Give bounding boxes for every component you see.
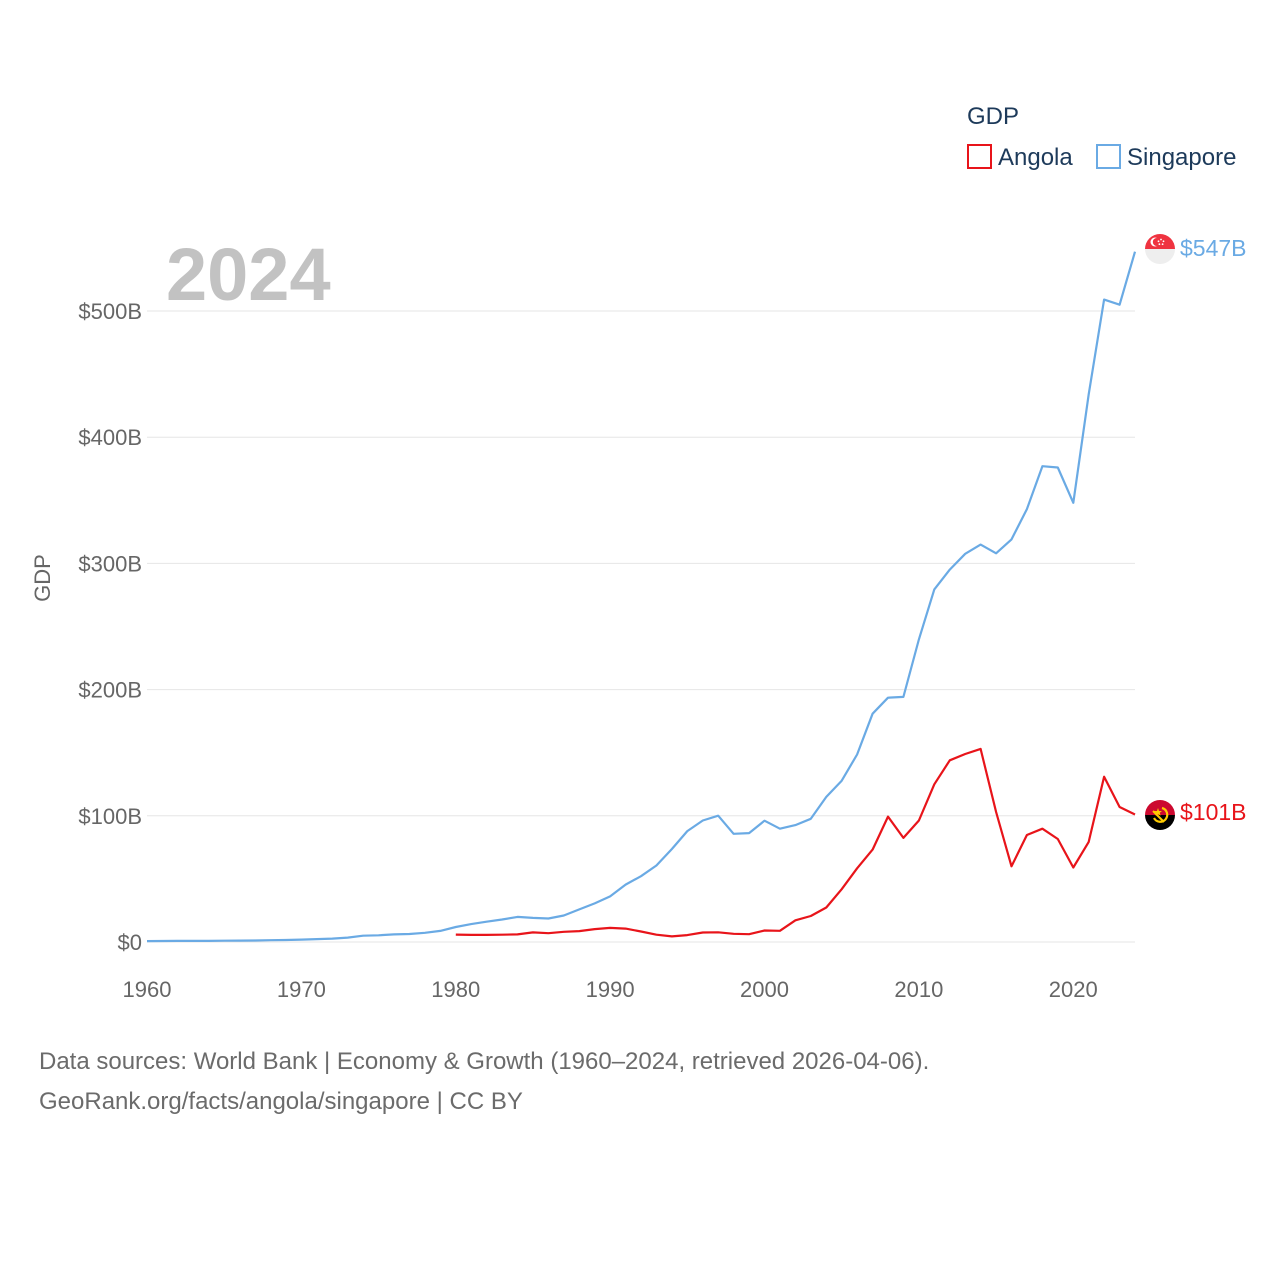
gridlines (147, 310, 1135, 943)
legend-swatch-angola (967, 144, 992, 169)
x-tick-label: 1960 (123, 977, 172, 1002)
series-line-singapore[interactable] (146, 251, 1137, 943)
legend-item-angola[interactable]: Angola (967, 144, 1073, 171)
legend-item-singapore[interactable]: Singapore (1096, 144, 1236, 171)
x-tick-label: 2000 (740, 977, 789, 1002)
series-lines (146, 251, 1137, 943)
y-tick-label: $400B (78, 425, 142, 450)
y-tick-label: $100B (78, 804, 142, 829)
source-note: Data sources: World Bank | Economy & Gro… (39, 1042, 929, 1122)
y-tick-label: $500B (78, 299, 142, 324)
x-tick-label: 1970 (277, 977, 326, 1002)
end-value-label-singapore: $547B (1180, 235, 1247, 261)
year-watermark: 2024 (166, 233, 331, 316)
y-axis-title: GDP (30, 554, 55, 602)
y-tick-label: $300B (78, 551, 142, 576)
legend-label-angola: Angola (998, 144, 1073, 171)
singapore-flag-icon (1145, 234, 1175, 264)
y-tick-label: $200B (78, 678, 142, 703)
x-tick-label: 2010 (894, 977, 943, 1002)
x-axis-ticks: 1960 1970 1980 1990 2000 2010 2020 (123, 977, 1098, 1002)
legend-swatch-singapore (1096, 144, 1121, 169)
x-tick-label: 1980 (431, 977, 480, 1002)
y-axis-ticks: $0 $100B $200B $300B $400B $500B (78, 299, 142, 955)
source-line-1: Data sources: World Bank | Economy & Gro… (39, 1048, 930, 1075)
series-line-angola[interactable] (455, 747, 1136, 938)
y-tick-label: $0 (118, 930, 142, 955)
x-tick-label: 2020 (1049, 977, 1098, 1002)
source-line-2[interactable]: GeoRank.org/facts/angola/singapore | CC … (39, 1088, 523, 1115)
legend-label-singapore: Singapore (1127, 144, 1236, 171)
angola-flag-icon (1145, 800, 1175, 830)
legend-title: GDP (967, 103, 1019, 130)
x-tick-label: 1990 (586, 977, 635, 1002)
end-value-label-angola: $101B (1180, 799, 1247, 825)
